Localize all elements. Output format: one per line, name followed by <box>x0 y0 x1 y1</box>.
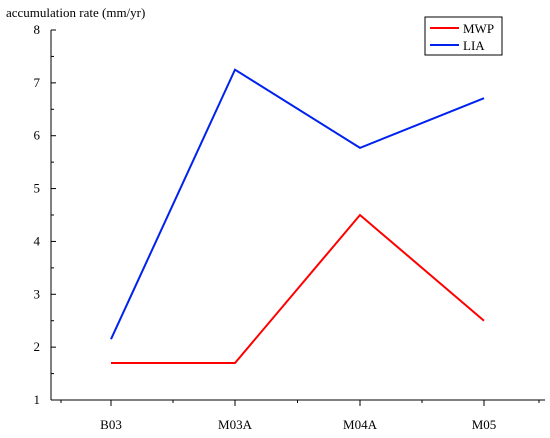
y-tick-label: 3 <box>34 286 41 301</box>
y-tick-label: 5 <box>34 181 41 196</box>
series-layer <box>110 68 485 364</box>
series-line-mwp <box>111 213 485 364</box>
legend-label-lia: LIA <box>463 38 485 53</box>
axes: 1 2 3 4 5 6 7 8 B03 M03A M04A M05 <box>34 22 545 432</box>
y-tick-label: 2 <box>34 339 41 354</box>
y-tick-label: 7 <box>34 75 41 90</box>
series-line-lia <box>110 68 485 340</box>
y-axis-label: accumulation rate (mm/yr) <box>6 5 145 20</box>
legend-label-mwp: MWP <box>463 21 494 36</box>
legend-box <box>424 16 503 56</box>
x-tick-label: M05 <box>472 417 497 432</box>
x-tick-label: B03 <box>100 417 122 432</box>
y-tick-label: 4 <box>34 233 41 248</box>
legend: MWP LIA <box>424 16 503 56</box>
x-tick-label: M04A <box>343 417 378 432</box>
y-tick-label: 6 <box>34 128 41 143</box>
x-tick-label: M03A <box>218 417 253 432</box>
y-tick-label: 8 <box>34 22 41 37</box>
y-tick-label: 1 <box>34 392 41 407</box>
